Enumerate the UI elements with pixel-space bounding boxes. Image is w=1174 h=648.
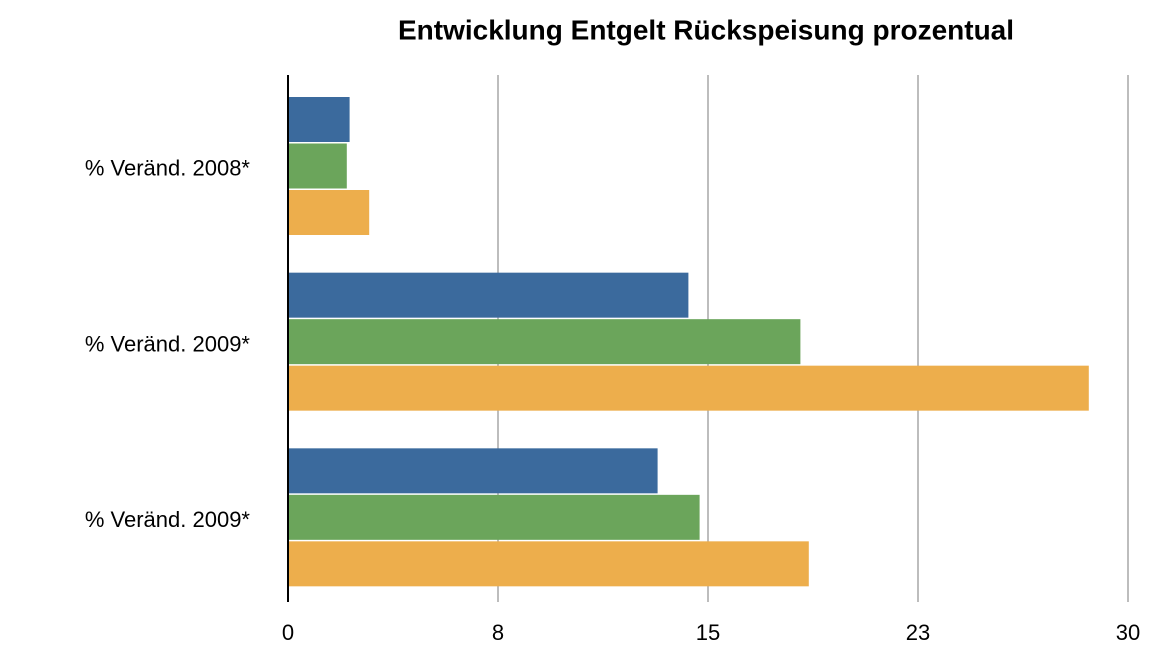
chart-title: Entwicklung Entgelt Rückspeisung prozent…: [398, 14, 1014, 45]
bar: [288, 272, 689, 318]
bar: [288, 319, 801, 365]
bar: [288, 365, 1089, 411]
y-tick-label: % Veränd. 2009*: [85, 507, 251, 532]
x-tick-label: 8: [492, 620, 504, 645]
bar: [288, 190, 370, 235]
bar: [288, 541, 809, 587]
x-tick-label: 0: [282, 620, 294, 645]
bar: [288, 97, 350, 142]
x-tick-label: 23: [906, 620, 930, 645]
y-tick-label: % Veränd. 2008*: [85, 156, 251, 181]
y-tick-label: % Veränd. 2009*: [85, 331, 251, 356]
bar: [288, 448, 658, 494]
bar: [288, 143, 347, 189]
x-tick-label: 15: [696, 620, 720, 645]
bar: [288, 494, 700, 540]
x-tick-label: 30: [1116, 620, 1140, 645]
